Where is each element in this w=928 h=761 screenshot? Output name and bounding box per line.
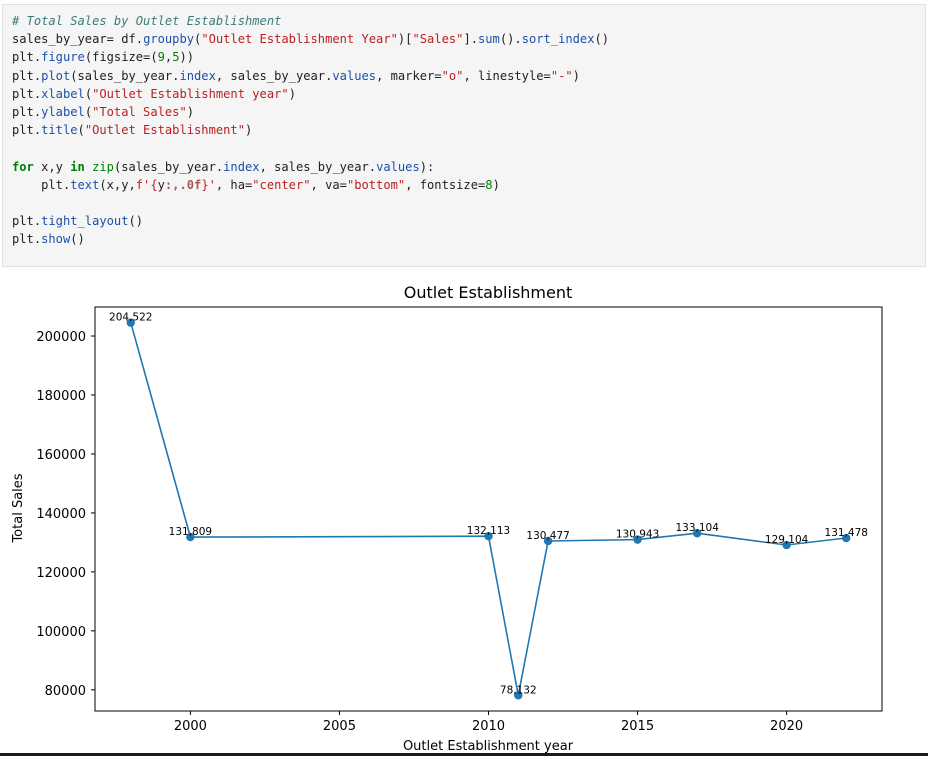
data-label: 129,104 bbox=[765, 534, 809, 546]
x-axis-label: Outlet Establishment year bbox=[403, 739, 574, 754]
data-label: 131,478 bbox=[825, 527, 868, 539]
line-chart: Outlet Establishment Total Sales Outlet … bbox=[11, 283, 883, 754]
data-point bbox=[484, 531, 493, 541]
code-line bbox=[12, 194, 609, 212]
code-line bbox=[12, 139, 609, 157]
sales-line bbox=[130, 322, 847, 696]
x-tick-label: 2015 bbox=[621, 719, 654, 734]
x-tick-label: 2020 bbox=[770, 719, 803, 734]
code-line: plt.figure(figsize=(9,5)) bbox=[12, 50, 195, 65]
data-labels: 204,522 131,809 132,113 78,132 130,477 130,94… bbox=[109, 312, 868, 697]
code-line: for x,y in zip(sales_by_year.index, sale… bbox=[12, 159, 435, 174]
data-label: 78,132 bbox=[500, 684, 537, 696]
y-tick-label: 160000 bbox=[36, 448, 86, 463]
y-axis-label: Total Sales bbox=[11, 473, 26, 543]
x-tick-label: 2005 bbox=[323, 719, 356, 734]
data-point bbox=[514, 691, 523, 700]
code-line: plt.text(x,y,f'{y:,.0f}', ha="center", v… bbox=[12, 177, 500, 192]
data-label: 130,477 bbox=[526, 530, 569, 542]
data-point bbox=[782, 540, 791, 550]
x-tick-label: 2000 bbox=[174, 719, 207, 734]
code-cell[interactable]: # Total Sales by Outlet Establishment sal… bbox=[2, 4, 926, 267]
y-tick-label: 140000 bbox=[36, 507, 86, 522]
data-label: 132,113 bbox=[467, 525, 510, 537]
code-line: plt.title("Outlet Establishment") bbox=[12, 123, 253, 138]
cell-output: Outlet Establishment Total Sales Outlet … bbox=[0, 270, 928, 756]
data-label: 131,809 bbox=[169, 526, 212, 538]
data-point bbox=[692, 529, 702, 538]
axis-ticks: 2000 2005 2010 2015 2020 80000 100000 120000 140… bbox=[36, 330, 803, 734]
bottom-divider bbox=[0, 753, 928, 756]
data-point bbox=[633, 535, 642, 544]
data-point bbox=[186, 532, 195, 542]
code-line: sales_by_year= df.groupby("Outlet Establ… bbox=[12, 32, 610, 47]
code-line: # Total Sales by Outlet Establishment bbox=[12, 14, 282, 28]
code-line: plt.show() bbox=[12, 232, 85, 247]
data-point bbox=[842, 533, 851, 543]
x-tick-label: 2010 bbox=[472, 719, 505, 734]
y-tick-label: 120000 bbox=[36, 566, 86, 581]
code-editor[interactable]: # Total Sales by Outlet Establishment sal… bbox=[12, 12, 609, 248]
plot-frame bbox=[94, 306, 883, 712]
data-label: 133,104 bbox=[675, 522, 719, 534]
y-tick-label: 80000 bbox=[45, 684, 86, 699]
y-tick-label: 100000 bbox=[36, 625, 86, 640]
y-tick-label: 200000 bbox=[36, 330, 86, 345]
data-label: 130,943 bbox=[616, 529, 659, 541]
code-line: plt.plot(sales_by_year.index, sales_by_y… bbox=[12, 68, 580, 83]
data-series bbox=[126, 318, 851, 700]
chart-title: Outlet Establishment bbox=[404, 283, 573, 302]
code-line: plt.ylabel("Total Sales") bbox=[12, 104, 195, 119]
code-line: plt.xlabel("Outlet Establishment year") bbox=[12, 86, 296, 101]
data-point bbox=[543, 536, 553, 546]
y-tick-label: 180000 bbox=[36, 389, 86, 404]
code-line: plt.tight_layout() bbox=[12, 214, 144, 229]
data-point bbox=[126, 318, 135, 327]
data-label: 204,522 bbox=[109, 312, 152, 324]
